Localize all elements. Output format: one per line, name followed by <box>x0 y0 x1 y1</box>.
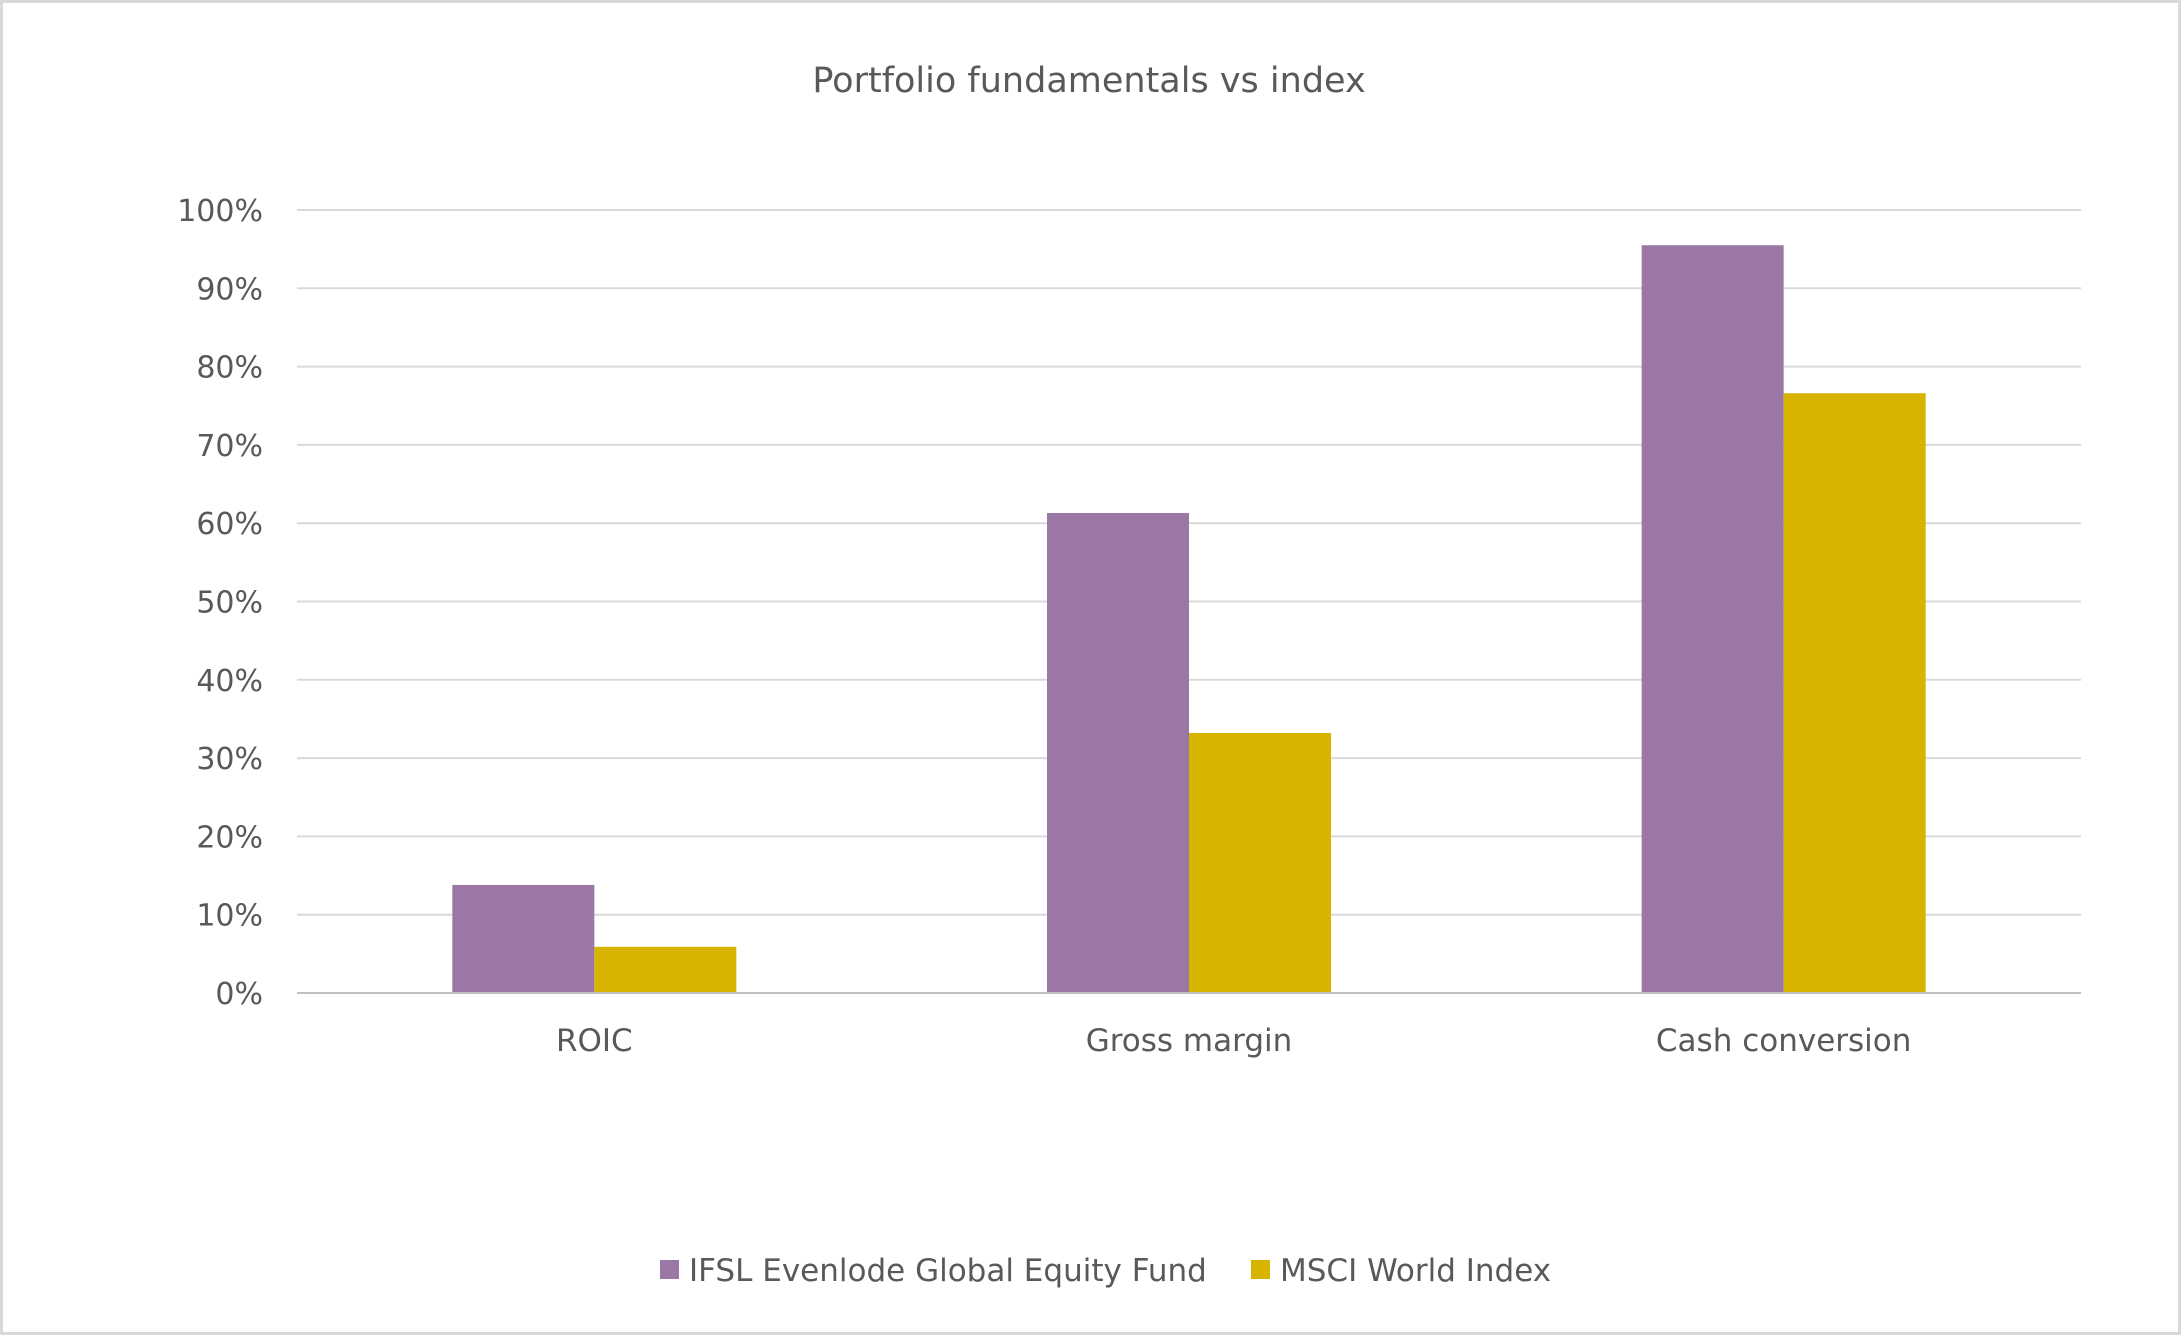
y-tick-label: 30% <box>196 742 263 777</box>
bar-index-roic <box>594 946 737 993</box>
y-tick-label: 100% <box>177 194 263 229</box>
y-tick-label: 70% <box>196 429 263 464</box>
y-tick-label: 80% <box>196 351 263 386</box>
y-tick-label: 40% <box>196 664 263 699</box>
bar-fund-gross-margin <box>1047 513 1189 993</box>
legend-label: IFSL Evenlode Global Equity Fund <box>689 1253 1207 1289</box>
legend-swatch <box>660 1260 679 1279</box>
y-axis-tick-labels: 0% 10% 20% 30% 40% 50% 60% 70% 80% 90% 100% <box>177 194 263 1012</box>
x-category-label: ROIC <box>556 1023 633 1059</box>
legend: IFSL Evenlode Global Equity Fund MSCI Wor… <box>660 1253 1551 1289</box>
bar-index-cash-conversion <box>1783 393 1926 993</box>
y-tick-label: 20% <box>196 820 263 855</box>
y-tick-label: 0% <box>215 977 263 1012</box>
legend-swatch <box>1251 1260 1270 1279</box>
y-tick-label: 10% <box>196 899 263 934</box>
y-tick-label: 90% <box>196 272 263 307</box>
bars <box>452 245 1926 994</box>
x-category-label: Gross margin <box>1086 1023 1293 1059</box>
chart-title: Portfolio fundamentals vs index <box>812 61 1365 101</box>
y-tick-label: 60% <box>196 507 263 542</box>
bar-chart: Portfolio fundamentals vs index 0% 10% 20%… <box>177 61 2081 1289</box>
bar-fund-roic <box>452 884 595 993</box>
bar-index-gross-margin <box>1189 733 1331 993</box>
x-axis-category-labels: ROIC Gross margin Cash conversion <box>556 1023 1911 1059</box>
x-category-label: Cash conversion <box>1656 1023 1912 1059</box>
y-tick-label: 50% <box>196 586 263 621</box>
legend-label: MSCI World Index <box>1280 1253 1551 1289</box>
bar-fund-cash-conversion <box>1641 245 1784 994</box>
